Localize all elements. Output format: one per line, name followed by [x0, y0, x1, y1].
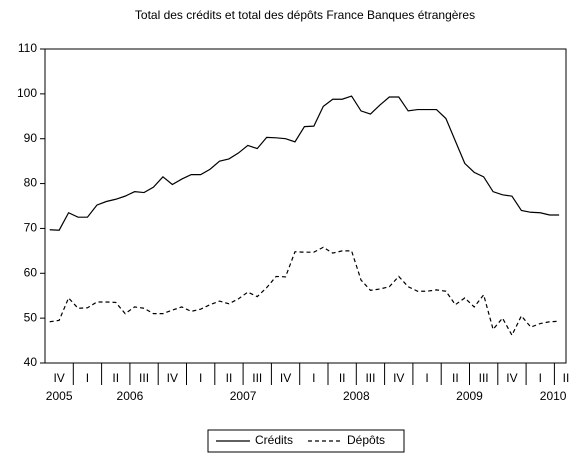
y-tick-label: 90 — [24, 131, 38, 145]
year-label: 2007 — [230, 389, 257, 403]
x-tick-label: IV — [506, 371, 517, 385]
legend-label: Crédits — [255, 433, 293, 447]
x-tick-label: I — [425, 371, 428, 385]
x-tick-label: III — [365, 371, 375, 385]
year-label: 2005 — [46, 389, 73, 403]
x-tick-label: II — [452, 371, 459, 385]
x-tick-label: III — [252, 371, 262, 385]
x-tick-label: II — [339, 371, 346, 385]
y-tick-label: 40 — [24, 355, 38, 369]
x-tick-label: II — [226, 371, 233, 385]
legend — [207, 429, 405, 453]
x-tick-label: IV — [393, 371, 404, 385]
y-tick-label: 110 — [18, 41, 37, 55]
year-label: 2010 — [540, 389, 567, 403]
plot-frame — [44, 48, 567, 364]
x-tick-label: I — [199, 371, 202, 385]
x-tick-label: II — [563, 371, 570, 385]
legend-label: Dépôts — [347, 433, 385, 447]
x-tick-label: III — [479, 371, 489, 385]
line-series — [49, 95, 560, 231]
year-label: 2008 — [343, 389, 370, 403]
year-label: 2009 — [456, 389, 483, 403]
x-tick-label: I — [86, 371, 89, 385]
x-tick-label: I — [312, 371, 315, 385]
y-tick-label: 50 — [24, 310, 38, 324]
y-tick-label: 70 — [24, 221, 38, 235]
x-tick-label: IV — [280, 371, 291, 385]
y-tick-label: 80 — [24, 176, 38, 190]
chart-title: Total des crédits et total des dépôts Fr… — [135, 8, 475, 22]
x-tick-label: IV — [53, 371, 64, 385]
y-tick-label: 100 — [17, 86, 37, 100]
x-tick-label: I — [539, 371, 542, 385]
line-series — [49, 246, 560, 337]
year-label: 2006 — [117, 389, 144, 403]
x-tick-label: II — [112, 371, 119, 385]
x-tick-label: III — [139, 371, 149, 385]
x-tick-label: IV — [167, 371, 178, 385]
y-tick-label: 60 — [24, 265, 38, 279]
